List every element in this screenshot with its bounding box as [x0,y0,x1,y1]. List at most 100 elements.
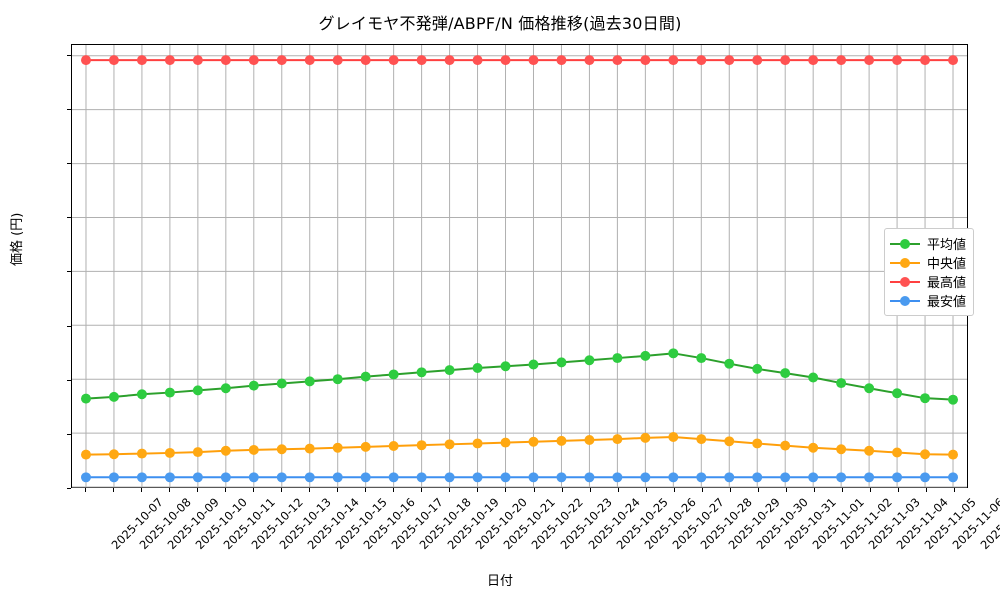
data-point-marker [248,444,259,455]
x-axis-tick-mark [561,488,563,492]
data-point-marker [360,55,371,66]
data-point-marker [668,432,679,442]
data-point-marker [108,391,119,402]
x-axis-tick-mark [785,488,787,492]
data-point-marker [164,55,175,66]
x-axis-tick-mark [169,488,171,492]
x-axis-tick-mark [869,488,871,492]
legend-marker-icon [890,256,920,270]
y-axis-tick-mark [67,488,71,489]
data-point-marker [556,357,567,368]
data-point-marker [248,55,259,66]
x-axis-tick-mark [197,488,199,492]
x-axis-tick-mark [589,488,591,492]
y-axis-tick-mark [67,108,71,110]
data-series-layer [80,55,959,483]
data-point-marker [724,55,735,66]
data-point-marker [780,440,791,451]
data-point-marker [668,472,679,483]
chart-legend[interactable]: 平均値 中央値 最高値 最安値 [884,228,975,316]
data-point-marker [612,353,623,364]
x-axis-tick-mark [953,488,955,492]
data-point-marker [416,55,427,66]
x-axis-tick-mark [897,488,899,492]
x-axis-tick-mark [673,488,675,492]
y-axis-tick-mark [67,163,71,165]
data-point-marker [892,388,903,399]
data-point-marker [416,367,427,378]
data-point-marker [836,55,847,66]
data-point-marker [136,389,147,400]
data-point-marker [920,393,931,404]
x-axis-tick-mark [281,488,283,492]
data-point-marker [108,55,119,66]
data-point-marker [276,55,287,66]
x-axis-label: 日付 [486,574,513,589]
data-point-marker [136,55,147,66]
data-point-marker [416,472,427,483]
y-axis-label: 価格 (円) [10,212,25,266]
data-point-marker [808,472,819,483]
data-point-marker [360,371,371,382]
data-point-marker [164,472,175,483]
x-axis-tick-mark [841,488,843,492]
x-axis-tick-mark [393,488,395,492]
data-point-marker [276,444,287,455]
data-point-marker [192,55,203,66]
data-point-marker [752,472,763,483]
legend-item-2[interactable]: 最高値 [890,272,966,291]
series-line-1 [84,435,955,456]
data-point-marker [640,55,651,66]
data-point-marker [388,441,399,452]
data-point-marker [584,55,595,66]
data-point-marker [136,448,147,459]
x-axis-tick-mark [337,488,339,492]
data-point-marker [444,365,455,376]
data-point-marker [836,472,847,483]
data-point-marker [444,439,455,450]
data-point-marker [920,472,931,483]
data-point-marker [444,472,455,483]
data-point-marker [892,55,903,66]
data-point-marker [332,472,343,483]
x-axis-tick-mark [449,488,451,492]
data-point-marker [724,436,735,447]
data-point-marker [948,449,959,460]
x-axis-tick-mark [617,488,619,492]
legend-marker-icon [890,237,920,251]
legend-item-3[interactable]: 最安値 [890,291,966,310]
data-point-marker [612,55,623,66]
data-point-marker [864,383,875,394]
data-point-marker [388,369,399,380]
data-point-marker [864,472,875,483]
data-point-marker [864,445,875,456]
data-point-marker [556,472,567,483]
data-point-marker [696,472,707,483]
data-point-marker [948,472,959,483]
data-point-marker [472,363,483,373]
data-point-marker [388,472,399,483]
data-point-marker [500,55,511,66]
series-line-0 [84,352,955,401]
data-point-marker [220,472,231,483]
x-axis-tick-mark [533,488,535,492]
data-point-marker [192,472,203,483]
x-axis-tick-mark [309,488,311,492]
data-point-marker [780,55,791,66]
data-point-marker [304,472,315,483]
data-point-marker [360,472,371,483]
data-point-marker [500,472,511,483]
x-axis-tick-mark [505,488,507,492]
data-point-marker [416,440,427,451]
legend-item-0[interactable]: 平均値 [890,234,966,253]
data-point-marker [304,376,315,387]
data-point-marker [500,437,511,448]
data-point-marker [948,394,959,405]
legend-item-1[interactable]: 中央値 [890,253,966,272]
data-point-marker [920,55,931,66]
y-axis-tick-mark [67,325,71,327]
data-point-marker [164,447,175,458]
legend-label: 平均値 [927,238,967,253]
data-point-marker [304,55,315,66]
